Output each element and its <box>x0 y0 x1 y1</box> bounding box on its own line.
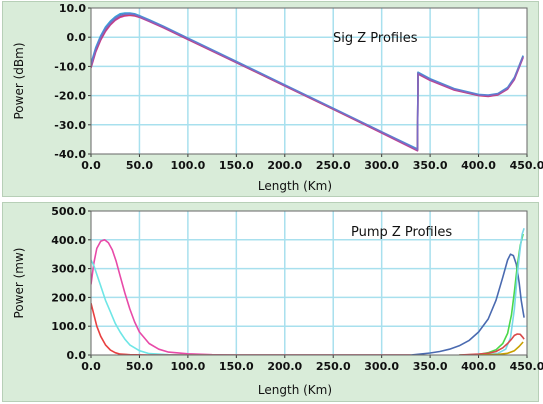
chart-title: Sig Z Profiles <box>333 31 418 46</box>
x-tick-label: 300.0 <box>364 159 399 172</box>
y-axis-label: Power (dBm) <box>12 43 26 120</box>
y-tick-label: 500.0 <box>51 205 86 218</box>
x-tick-label: 350.0 <box>413 159 448 172</box>
y-tick-label: 0.0 <box>67 31 87 44</box>
y-tick-label: 0.0 <box>67 349 87 362</box>
plot-area <box>90 210 528 356</box>
x-tick-label: 50.0 <box>126 360 153 373</box>
x-tick-label: 400.0 <box>461 159 496 172</box>
series-line <box>91 13 524 151</box>
x-tick-label: 300.0 <box>364 360 399 373</box>
x-tick-label: 100.0 <box>170 360 205 373</box>
x-tick-label: 450.0 <box>510 360 543 373</box>
x-tick-label: 200.0 <box>267 360 302 373</box>
y-tick-label: 300.0 <box>51 263 86 276</box>
x-axis-label: Length (Km) <box>258 179 332 193</box>
y-tick-label: -40.0 <box>54 148 86 161</box>
sig-z-profiles-panel: 0.0 50.0 100.0 150.0 200.0 250.0 300.0 350.0 400… <box>2 1 543 197</box>
x-tick-label: 100.0 <box>170 159 205 172</box>
x-tick-label: 200.0 <box>267 159 302 172</box>
plot-frame <box>90 7 528 155</box>
y-tick-label: 200.0 <box>51 291 86 304</box>
x-tick-label: 0.0 <box>81 360 101 373</box>
y-tick-label: -20.0 <box>54 90 86 103</box>
x-tick-label: 450.0 <box>510 159 543 172</box>
x-tick-label: 250.0 <box>316 159 351 172</box>
series-line <box>91 239 411 355</box>
y-tick-label: -10.0 <box>54 60 86 73</box>
y-tick-label: -30.0 <box>54 119 86 132</box>
plot-area <box>90 7 528 155</box>
x-tick-label: 250.0 <box>316 360 351 373</box>
y-tick-label: 400.0 <box>51 234 86 247</box>
plot-frame <box>90 210 528 356</box>
x-tick-label: 0.0 <box>81 159 101 172</box>
x-tick-label: 50.0 <box>126 159 153 172</box>
series-line <box>459 333 525 355</box>
y-tick-label: 10.0 <box>59 2 86 15</box>
pump-z-profiles-chart: 0.0 50.0 100.0 150.0 200.0 250.0 300.0 350.0 400… <box>12 205 543 397</box>
series-line <box>410 253 525 355</box>
pump-z-profiles-panel: 0.0 50.0 100.0 150.0 200.0 250.0 300.0 350.0 400… <box>2 202 543 402</box>
sig-z-profiles-chart: 0.0 50.0 100.0 150.0 200.0 250.0 300.0 350.0 400… <box>12 2 543 193</box>
x-tick-label: 150.0 <box>219 159 254 172</box>
x-tick-label: 350.0 <box>413 360 448 373</box>
chart-title: Pump Z Profiles <box>351 225 452 240</box>
x-tick-label: 150.0 <box>219 360 254 373</box>
x-axis-label: Length (Km) <box>258 383 332 397</box>
x-tick-label: 400.0 <box>461 360 496 373</box>
y-axis-label: Power (mw) <box>12 248 26 319</box>
y-tick-label: 100.0 <box>51 320 86 333</box>
